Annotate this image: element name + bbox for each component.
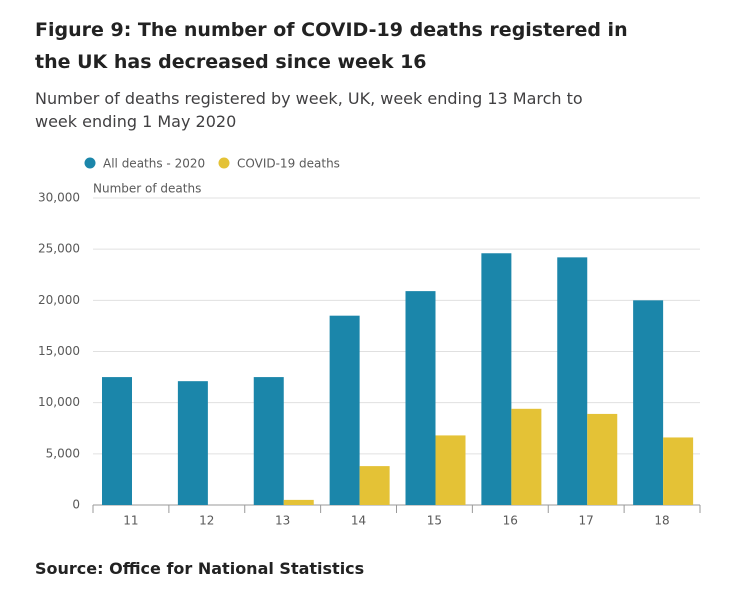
chart-title: Figure 9: The number of COVID-19 deaths …	[35, 19, 628, 73]
y-tick-label: 0	[72, 498, 80, 512]
bar	[283, 499, 314, 505]
x-tick-label: 11	[123, 514, 138, 528]
x-tick-label: 15	[427, 514, 442, 528]
bar	[329, 315, 360, 505]
legend-label: All deaths - 2020	[103, 157, 205, 171]
legend-swatch	[218, 157, 230, 169]
source: Source: Office for National Statistics	[35, 559, 365, 578]
bar	[633, 300, 664, 505]
bar	[663, 437, 694, 505]
x-tick-label: 18	[654, 514, 669, 528]
bar	[177, 381, 208, 505]
bar	[435, 435, 466, 505]
bar	[587, 413, 618, 505]
y-tick-label: 25,000	[38, 242, 80, 256]
x-tick-label: 14	[351, 514, 366, 528]
bar	[359, 466, 390, 505]
bar	[102, 377, 132, 505]
bar	[253, 377, 284, 505]
y-tick-label: 5,000	[46, 446, 80, 460]
x-tick-label: 16	[503, 514, 518, 528]
y-axis-label: Number of deaths	[93, 182, 201, 196]
bar	[481, 253, 512, 505]
bar	[511, 408, 542, 505]
y-tick-label: 30,000	[38, 191, 80, 205]
legend-label: COVID-19 deaths	[237, 157, 340, 171]
y-tick-label: 15,000	[38, 344, 80, 358]
y-tick-label: 10,000	[38, 395, 80, 409]
bar	[557, 257, 588, 505]
chart-subtitle: Number of deaths registered by week, UK,…	[35, 89, 583, 131]
x-tick-label: 17	[579, 514, 594, 528]
y-tick-label: 20,000	[38, 293, 80, 307]
chart: Number of deaths 0 5,000 10,000 15,000 20,00…	[38, 157, 701, 528]
bar	[405, 291, 436, 505]
legend-swatch	[84, 157, 96, 169]
x-tick-label: 12	[199, 514, 214, 528]
x-tick-label: 13	[275, 514, 290, 528]
